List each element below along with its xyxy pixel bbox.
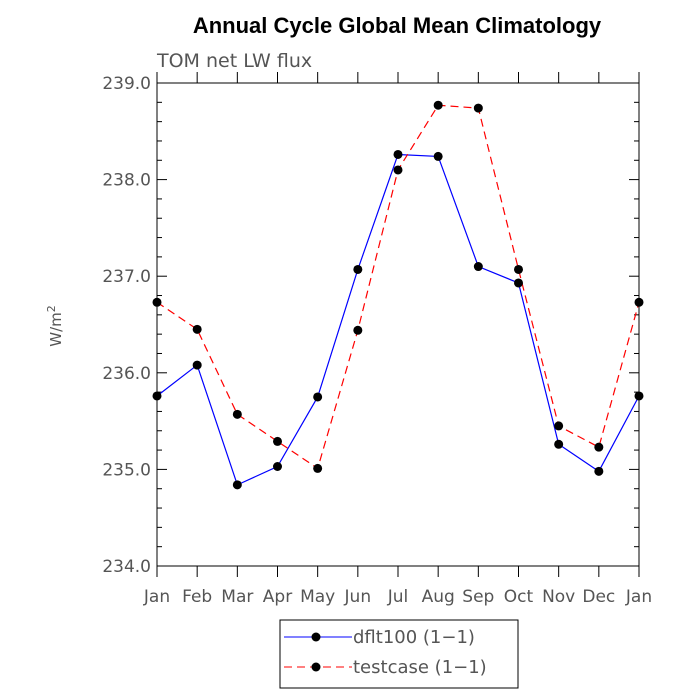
y-axis-label-main: W/m: [47, 312, 65, 347]
series-1-point: [152, 297, 162, 307]
y-tick-label: 236.0: [102, 364, 151, 384]
legend-marker-testcase: [311, 662, 321, 672]
legend-marker-dflt100: [311, 632, 321, 642]
series-1-point: [353, 325, 363, 335]
legend-box: [279, 619, 519, 689]
series-1-point: [514, 264, 523, 274]
series-line-1: [156, 104, 640, 470]
series-0-point: [232, 480, 242, 490]
y-tick-label: 235.0: [102, 460, 151, 480]
series-1-point: [393, 165, 403, 175]
y-tick-label: 234.0: [102, 557, 151, 577]
x-tick-label: Jan: [143, 587, 170, 607]
series-1-point: [594, 442, 604, 452]
series-0-point: [192, 360, 202, 370]
series-1-point: [273, 436, 282, 446]
y-axis-label: W/m2: [45, 305, 65, 347]
series-0-point: [273, 462, 282, 472]
legend-label-testcase: testcase (1−1): [353, 657, 487, 678]
series-0-point: [393, 149, 403, 159]
series-1-point: [192, 324, 202, 334]
legend-label-dflt100: dflt100 (1−1): [353, 627, 475, 648]
series-1-point: [634, 297, 644, 307]
y-axis-label-superscript: 2: [45, 305, 58, 312]
axis-ticks: [156, 72, 640, 577]
y-tick-label: 238.0: [102, 171, 151, 191]
x-tick-label: May: [300, 587, 335, 607]
series-0-point: [554, 439, 564, 449]
x-tick-label: Apr: [263, 587, 292, 607]
chart-title: Annual Cycle Global Mean Climatology: [193, 13, 602, 38]
series-0-point: [634, 391, 644, 401]
series-1-point: [554, 421, 564, 431]
x-tick-label: Nov: [542, 587, 575, 607]
x-tick-label: Mar: [221, 587, 253, 607]
x-tick-labels: Jan Feb Mar Apr May Jun Jul Aug Sep Oct Nov Dec Jan: [143, 587, 652, 607]
series-layer: [152, 100, 644, 490]
x-tick-label: Feb: [182, 587, 212, 607]
y-tick-labels: 234.0 235.0 236.0 237.0 238.0 239.0: [102, 74, 151, 577]
svg-text:W/m2: W/m2: [45, 305, 65, 347]
series-1-point: [232, 409, 242, 419]
x-tick-label: Jan: [625, 587, 652, 607]
legend: dflt100 (1−1) testcase (1−1): [279, 619, 519, 689]
series-0-point: [514, 278, 523, 288]
x-tick-label: Jul: [387, 587, 409, 607]
series-1-point: [473, 103, 483, 113]
chart-subtitle: TOM net LW flux: [156, 50, 312, 72]
series-0-point: [353, 264, 363, 274]
series-0-point: [152, 391, 162, 401]
x-tick-label: Dec: [582, 587, 615, 607]
x-tick-label: Oct: [504, 587, 534, 607]
series-1-point: [433, 100, 443, 110]
series-0-point: [594, 466, 604, 476]
x-tick-label: Sep: [462, 587, 494, 607]
y-tick-label: 237.0: [102, 267, 151, 287]
y-tick-label: 239.0: [102, 74, 151, 94]
series-0-point: [433, 151, 443, 161]
x-tick-label: Jun: [344, 587, 372, 607]
series-line-0: [156, 153, 640, 486]
series-0-point: [313, 392, 323, 402]
series-1-point: [313, 463, 323, 473]
x-tick-label: Aug: [422, 587, 455, 607]
series-0-point: [473, 262, 483, 272]
